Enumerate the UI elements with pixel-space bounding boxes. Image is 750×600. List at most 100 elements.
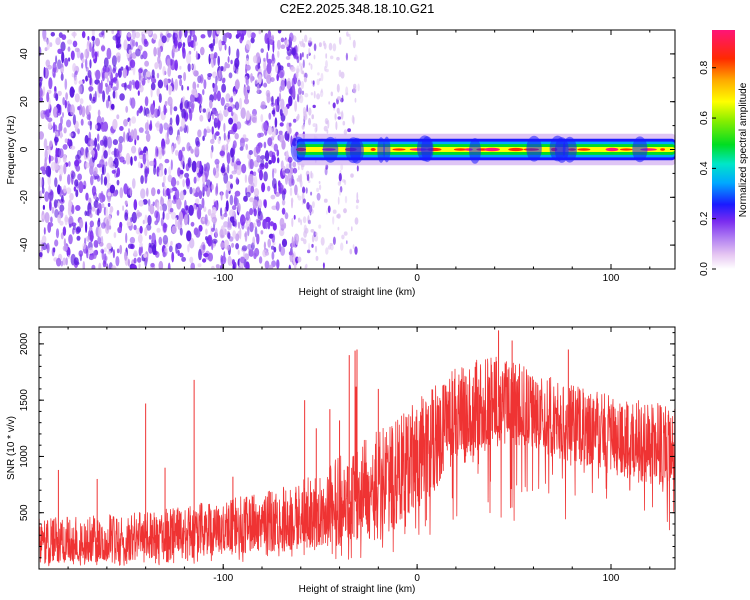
carrier-bump (290, 136, 306, 163)
noise-blob (296, 177, 301, 182)
noise-blob (326, 210, 328, 215)
noise-blob (179, 30, 182, 39)
noise-blob (298, 165, 300, 171)
noise-blob (148, 160, 155, 167)
noise-blob (200, 107, 203, 112)
noise-blob (214, 227, 218, 238)
noise-blob (308, 219, 311, 225)
noise-blob (116, 179, 120, 186)
noise-blob (336, 56, 340, 61)
noise-blob (105, 161, 108, 167)
noise-blob (84, 210, 88, 217)
noise-blob (176, 242, 182, 250)
noise-blob (252, 199, 259, 209)
noise-blob (166, 33, 172, 38)
noise-blob (81, 30, 86, 39)
noise-blob (170, 159, 173, 171)
noise-blob (232, 140, 237, 149)
noise-blob (200, 46, 205, 56)
noise-blob (211, 227, 215, 232)
noise-blob (283, 106, 288, 117)
noise-blob (52, 72, 56, 79)
noise-blob (352, 39, 356, 49)
noise-blob (263, 59, 267, 71)
noise-blob (215, 131, 220, 137)
noise-blob (293, 214, 296, 220)
noise-blob (184, 199, 187, 210)
noise-blob (103, 253, 107, 265)
noise-blob (97, 109, 101, 117)
noise-blob (179, 78, 183, 87)
noise-blob (39, 78, 43, 87)
noise-blob (104, 71, 109, 79)
noise-blob (101, 71, 105, 82)
noise-blob (128, 120, 132, 127)
noise-blob (186, 86, 190, 91)
noise-blob (269, 221, 275, 227)
noise-blob (167, 262, 171, 269)
x-tick-label: 0 (414, 273, 420, 284)
noise-blob (96, 208, 100, 216)
noise-blob (129, 187, 132, 197)
noise-blob (156, 227, 161, 233)
noise-blob (112, 67, 116, 74)
noise-blob (323, 198, 328, 203)
noise-blob (43, 36, 48, 42)
noise-blob (39, 131, 44, 140)
noise-blob (158, 260, 164, 269)
noise-blob (286, 80, 291, 90)
noise-blob (203, 206, 207, 213)
noise-blob (76, 235, 81, 241)
x-tick-label: -100 (213, 273, 233, 284)
noise-blob (147, 215, 152, 226)
noise-blob (62, 226, 67, 236)
noise-blob (106, 242, 112, 250)
snr-x-axis-label: Height of straight line (km) (299, 584, 416, 595)
noise-blob (231, 170, 237, 175)
noise-blob (250, 32, 256, 39)
noise-blob (316, 192, 321, 201)
noise-blob (342, 120, 346, 126)
noise-blob (184, 99, 190, 109)
noise-blob (235, 233, 240, 242)
noise-blob (339, 186, 343, 193)
noise-blob (140, 245, 143, 254)
noise-blob (319, 78, 321, 82)
carrier-hotspot (392, 148, 406, 151)
noise-blob (95, 37, 100, 47)
noise-blob (79, 98, 84, 105)
noise-blob (214, 117, 219, 123)
noise-blob (39, 96, 43, 103)
noise-blob (111, 55, 117, 67)
noise-blob (265, 216, 271, 223)
noise-blob (164, 247, 168, 253)
noise-blob (143, 38, 148, 45)
noise-blob (171, 251, 175, 263)
noise-blob (42, 204, 46, 210)
noise-blob (186, 142, 191, 152)
noise-blob (154, 62, 159, 70)
noise-blob (54, 177, 58, 188)
noise-blob (89, 138, 94, 147)
noise-blob (274, 169, 277, 174)
noise-blob (332, 102, 336, 109)
noise-blob (346, 31, 349, 37)
noise-blob (294, 100, 297, 112)
noise-blob (335, 121, 338, 131)
noise-blob (181, 146, 186, 152)
noise-blob (59, 164, 64, 177)
noise-blob (319, 184, 322, 191)
noise-blob (46, 39, 50, 51)
noise-blob (340, 242, 344, 251)
noise-blob (143, 30, 149, 34)
noise-blob (209, 99, 213, 109)
noise-blob (48, 97, 51, 110)
noise-blob (354, 246, 358, 255)
noise-blob (95, 69, 101, 81)
noise-blob (320, 72, 324, 82)
noise-blob (74, 159, 80, 167)
noise-blob (205, 108, 211, 120)
noise-blob (73, 31, 76, 39)
noise-blob (168, 245, 173, 253)
noise-blob (94, 137, 98, 148)
